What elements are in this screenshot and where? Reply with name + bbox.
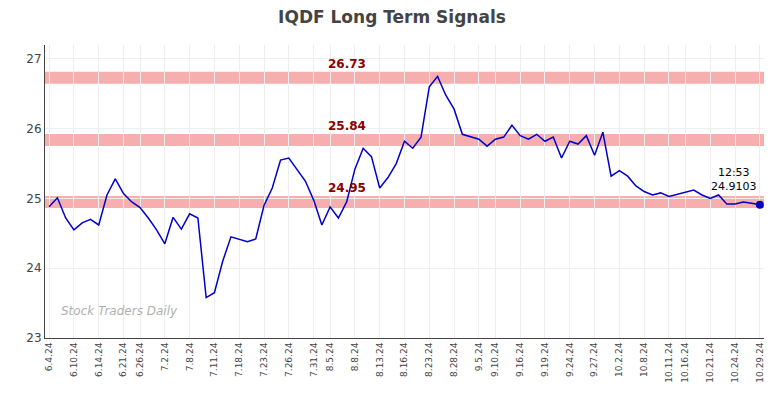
- svg-text:6.26.24: 6.26.24: [135, 342, 145, 377]
- svg-text:8.5.24: 8.5.24: [325, 342, 335, 371]
- svg-text:8.28.24: 8.28.24: [449, 342, 459, 377]
- svg-text:IQDF Long Term Signals: IQDF Long Term Signals: [278, 7, 506, 27]
- svg-text:6.10.24: 6.10.24: [69, 342, 79, 377]
- svg-text:10.11.24: 10.11.24: [664, 342, 674, 382]
- svg-text:9.27.24: 9.27.24: [590, 342, 600, 377]
- svg-text:7.18.24: 7.18.24: [234, 342, 244, 377]
- svg-text:12:5324.9103: 12:5324.9103: [711, 166, 757, 193]
- svg-text:8.8.24: 8.8.24: [350, 342, 360, 371]
- svg-text:9.24.24: 9.24.24: [565, 342, 575, 377]
- svg-text:9.16.24: 9.16.24: [515, 342, 525, 377]
- svg-text:10.29.24: 10.29.24: [755, 342, 765, 382]
- svg-text:8.16.24: 8.16.24: [399, 342, 409, 377]
- svg-text:10.16.24: 10.16.24: [680, 342, 690, 382]
- svg-text:10.2.24: 10.2.24: [614, 342, 624, 377]
- svg-text:7.31.24: 7.31.24: [309, 342, 319, 377]
- svg-text:6.21.24: 6.21.24: [118, 342, 128, 377]
- svg-text:23: 23: [26, 331, 41, 345]
- svg-text:26: 26: [26, 122, 41, 136]
- svg-text:Stock Traders Daily: Stock Traders Daily: [61, 304, 178, 318]
- svg-text:25.84: 25.84: [328, 119, 366, 133]
- svg-text:7.11.24: 7.11.24: [209, 342, 219, 377]
- svg-text:9.10.24: 9.10.24: [490, 342, 500, 377]
- svg-text:25: 25: [26, 192, 41, 206]
- svg-text:7.23.24: 7.23.24: [259, 342, 269, 377]
- svg-text:27: 27: [26, 52, 41, 66]
- svg-text:24: 24: [26, 261, 41, 275]
- svg-text:7.26.24: 7.26.24: [284, 342, 294, 377]
- svg-text:7.8.24: 7.8.24: [185, 342, 195, 371]
- svg-text:10.24.24: 10.24.24: [730, 342, 740, 382]
- svg-text:26.73: 26.73: [328, 57, 366, 71]
- svg-text:7.2.24: 7.2.24: [160, 342, 170, 371]
- svg-text:8.13.24: 8.13.24: [375, 342, 385, 377]
- svg-text:8.23.24: 8.23.24: [424, 342, 434, 377]
- svg-text:9.5.24: 9.5.24: [474, 342, 484, 371]
- svg-text:6.4.24: 6.4.24: [44, 342, 54, 371]
- svg-text:9.19.24: 9.19.24: [540, 342, 550, 377]
- svg-text:24.95: 24.95: [328, 181, 366, 195]
- svg-text:10.21.24: 10.21.24: [705, 342, 715, 382]
- svg-text:10.8.24: 10.8.24: [639, 342, 649, 377]
- svg-text:6.14.24: 6.14.24: [94, 342, 104, 377]
